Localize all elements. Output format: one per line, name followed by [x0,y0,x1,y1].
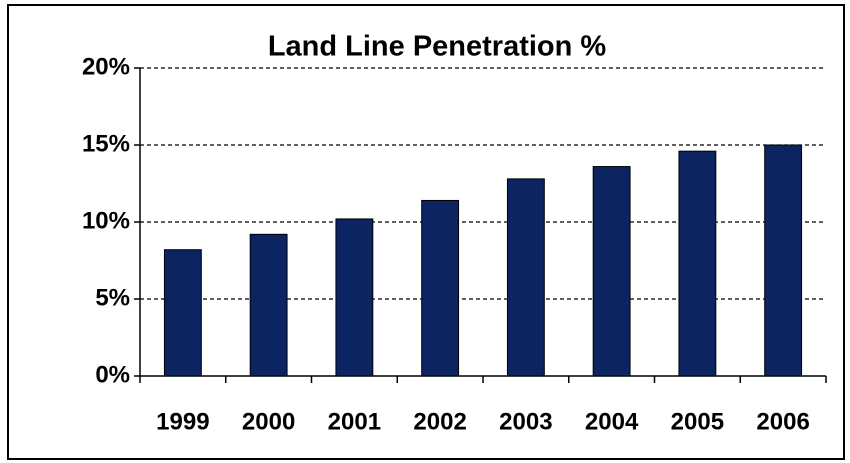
bar [249,233,288,377]
bar [678,150,717,377]
bar [592,166,631,377]
y-tick-label: 0% [95,361,130,388]
y-tick-label: 5% [95,284,130,311]
x-tick-label: 2006 [756,408,809,435]
bar [764,144,803,377]
bar [163,249,202,377]
bar [506,178,545,377]
y-tick-label: 20% [82,53,130,80]
bar [335,218,374,377]
x-tick-label: 2001 [328,408,381,435]
y-tick-label: 15% [82,130,130,157]
chart-title: Land Line Penetration % [268,31,607,63]
x-tick-label: 2003 [499,408,552,435]
bar [421,199,460,377]
y-tick-label: 10% [82,207,130,234]
x-tick-label: 2004 [585,408,639,435]
x-tick-label: 2002 [413,408,466,435]
x-tick-label: 2000 [242,408,295,435]
x-tick-label: 1999 [156,408,209,435]
x-tick-label: 2005 [671,408,724,435]
